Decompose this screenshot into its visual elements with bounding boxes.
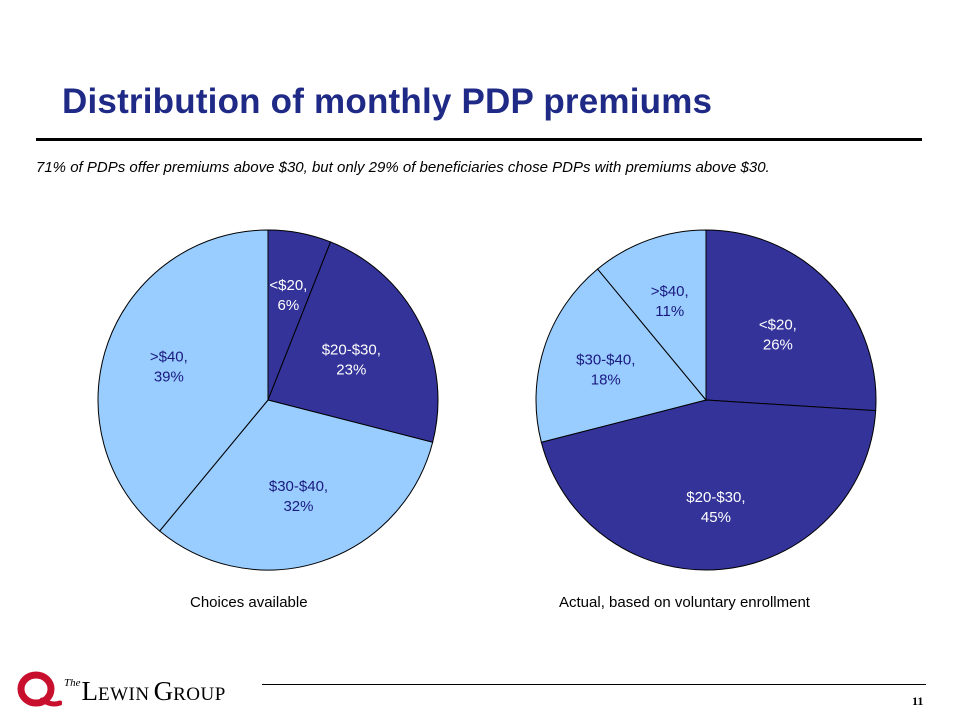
title-divider xyxy=(36,138,922,141)
slice-label: >$40, 39% xyxy=(150,348,188,385)
slice-label: $20-$30, 45% xyxy=(686,489,745,526)
slice-label: >$40, 11% xyxy=(651,283,689,320)
logo-initial-l: L xyxy=(81,676,99,706)
chart-caption-actual: Actual, based on voluntary enrollment xyxy=(559,594,810,611)
slice-label: <$20, 6% xyxy=(269,277,307,314)
logo-roup: ROUP xyxy=(173,684,226,705)
pie-slice xyxy=(596,229,707,402)
chart-caption-choices: Choices available xyxy=(190,594,308,611)
page-number: 11 xyxy=(912,694,924,708)
pie-slice xyxy=(540,399,877,571)
slice-label: $30-$40, 32% xyxy=(269,478,328,515)
lewin-logo-icon xyxy=(17,671,62,707)
slice-label: $30-$40, 18% xyxy=(576,351,635,388)
pie-chart-actual-enrollment: <$20, 26% $20-$30, 45% $30-$40, 18% >$40, 11% xyxy=(535,229,877,571)
pie-slice xyxy=(705,229,877,412)
logo-initial-g: G xyxy=(153,676,174,706)
pie-chart-choices-available: <$20, 6% $20-$30, 23% $30-$40, 32% >$40, 39% xyxy=(97,229,439,571)
slide-subtitle: 71% of PDPs offer premiums above $30, bu… xyxy=(36,159,770,176)
logo-the: The xyxy=(64,677,81,689)
footer-divider xyxy=(262,684,926,685)
pie-slice xyxy=(535,268,707,443)
pie-slice xyxy=(267,241,439,443)
slide-title: Distribution of monthly PDP premiums xyxy=(62,82,713,121)
lewin-group-logo: TheLEWIN GROUP xyxy=(64,676,226,710)
slice-label: $20-$30, 23% xyxy=(322,342,381,379)
pie-slice xyxy=(97,229,269,532)
pie-slice xyxy=(158,399,434,571)
slice-label: <$20, 26% xyxy=(759,317,797,354)
logo-ewin: EWIN xyxy=(98,684,150,705)
